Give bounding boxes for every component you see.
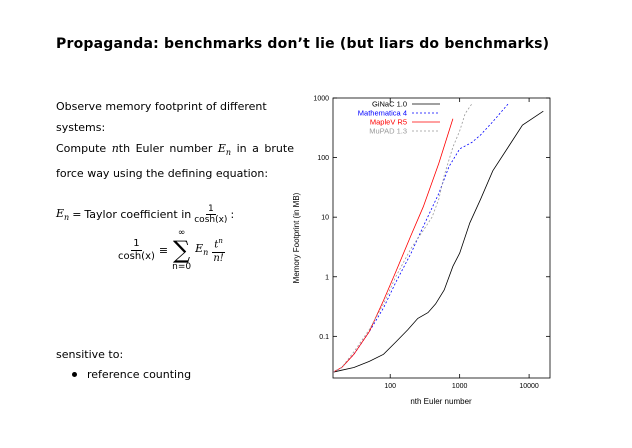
series-line <box>332 103 509 373</box>
eq2-term: E <box>195 242 204 256</box>
summation: ∞ ∑ n=0 <box>172 228 191 272</box>
eq2-frac-den: n! <box>213 252 224 264</box>
compute-text-c: in a brute force way using the defining … <box>56 142 294 181</box>
y-axis-label: Memory Footprint (in MB) <box>292 192 301 283</box>
eq2-term-fraction: tn n! <box>212 235 225 264</box>
compute-text-a: Compute <box>56 142 112 155</box>
series-line <box>332 118 454 373</box>
series-equation: 1 cosh(x) ≡ ∞ ∑ n=0 En tn n! <box>118 228 225 272</box>
bullet-text: reference counting <box>87 368 192 381</box>
bullet-dot-icon <box>72 372 77 377</box>
x-tick-label: 10000 <box>519 383 539 390</box>
eq2-numerator: 1 <box>131 237 142 251</box>
eq1-fraction: 1 cosh(x) <box>194 204 227 225</box>
plot-frame <box>332 97 551 379</box>
legend-label: Mathematica 4 <box>358 109 407 118</box>
math-E-sub: n <box>225 148 232 158</box>
y-tick-label: 1000 <box>313 96 329 103</box>
eq2-equiv: ≡ <box>158 243 169 257</box>
eq1-lhs: E <box>56 206 65 220</box>
eq1-text: Taylor coefficient in <box>84 208 192 221</box>
bullet-item: reference counting <box>72 368 191 381</box>
sum-symbol: ∑ <box>173 236 191 264</box>
x-tick-label: 1000 <box>452 383 468 390</box>
legend-label: MuPAD 1.3 <box>369 127 407 136</box>
sum-lower-limit: n=0 <box>172 262 192 272</box>
legend-label: GiNaC 1.0 <box>372 100 407 109</box>
eq1-numerator: 1 <box>205 204 216 215</box>
y-tick-label: 1 <box>325 274 329 281</box>
eq1-equals: = <box>72 208 82 221</box>
compute-text: Compute nth Euler number En in a brute f… <box>56 138 294 184</box>
x-tick-label: 100 <box>384 383 396 390</box>
math-E: E <box>217 142 226 155</box>
y-tick-label: 100 <box>317 155 329 162</box>
slide-title: Propaganda: benchmarks don’t lie (but li… <box>56 36 550 52</box>
eq2-lhs-fraction: 1 cosh(x) <box>118 238 155 263</box>
series-line <box>332 110 544 373</box>
sum-upper-limit: ∞ <box>177 228 186 238</box>
eq1-denominator: cosh(x) <box>194 215 228 225</box>
eq2-term-sub: n <box>203 248 209 258</box>
legend-label: MapleV R5 <box>370 118 407 127</box>
eq2-frac-num: t <box>214 239 219 251</box>
eq1-lhs-sub: n <box>64 213 70 223</box>
y-tick-label: 10 <box>321 215 329 222</box>
eq2-denominator: cosh(x) <box>118 250 155 262</box>
y-tick-label: 0.1 <box>319 334 329 341</box>
intro-text: Observe memory footprint of different sy… <box>56 100 267 134</box>
compute-text-b: th Euler number <box>118 142 218 155</box>
eq1-colon: : <box>230 208 235 221</box>
sensitive-label: sensitive to: <box>56 348 124 361</box>
math-n: n <box>111 142 119 155</box>
eq2-frac-num-sup: n <box>218 237 223 246</box>
series-line <box>332 103 473 373</box>
x-axis-label: nth Euler number <box>410 397 472 406</box>
definition-equation: En = Taylor coefficient in 1 cosh(x) : <box>56 204 234 225</box>
